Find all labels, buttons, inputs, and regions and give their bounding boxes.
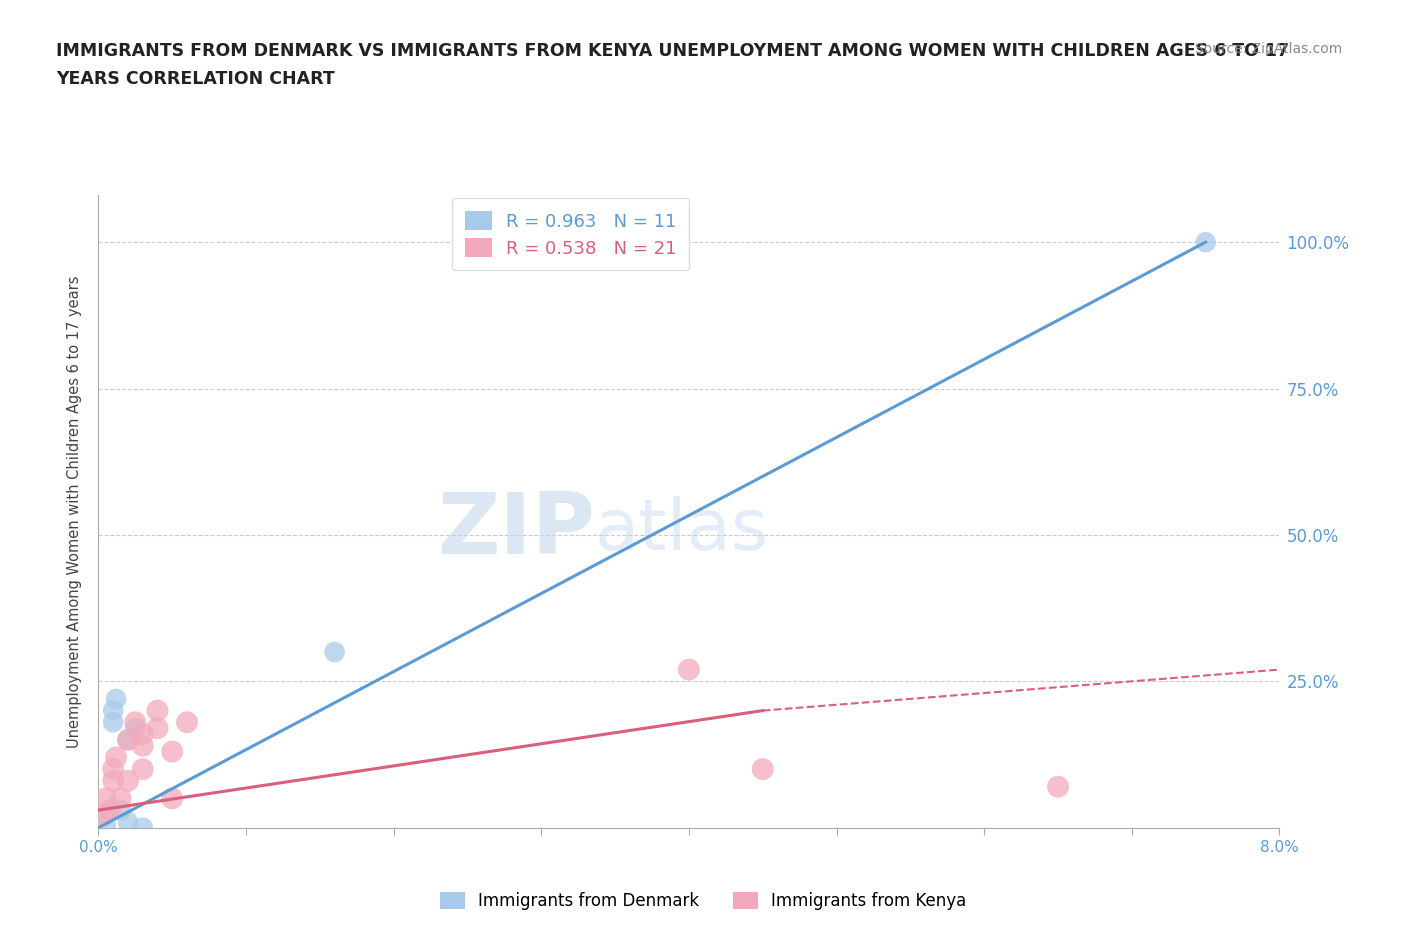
Text: ZIP: ZIP: [437, 489, 595, 572]
Point: [94, 817, 117, 832]
Point: [103, 774, 125, 789]
Point: [117, 733, 139, 748]
Point: [117, 774, 139, 789]
Point: [132, 726, 155, 741]
Point: [162, 791, 183, 806]
Point: [176, 715, 198, 730]
Point: [105, 750, 128, 764]
Point: [132, 762, 155, 777]
Point: [117, 733, 139, 748]
Point: [323, 644, 346, 659]
Point: [132, 738, 155, 753]
Point: [678, 662, 700, 677]
Point: [105, 691, 128, 706]
Legend: Immigrants from Denmark, Immigrants from Kenya: Immigrants from Denmark, Immigrants from…: [433, 885, 973, 917]
Point: [132, 820, 155, 835]
Point: [103, 703, 125, 718]
Point: [110, 791, 132, 806]
Point: [146, 703, 169, 718]
Text: atlas: atlas: [595, 496, 769, 565]
Point: [1046, 779, 1069, 794]
Point: [162, 744, 183, 759]
Point: [751, 762, 773, 777]
Point: [117, 815, 139, 830]
Point: [103, 762, 125, 777]
Point: [94, 791, 117, 806]
Point: [124, 721, 146, 736]
Point: [124, 715, 146, 730]
Legend: R = 0.963   N = 11, R = 0.538   N = 21: R = 0.963 N = 11, R = 0.538 N = 21: [453, 198, 689, 271]
Point: [110, 803, 132, 817]
Text: Source: ZipAtlas.com: Source: ZipAtlas.com: [1195, 42, 1343, 56]
Point: [98, 803, 121, 817]
Text: YEARS CORRELATION CHART: YEARS CORRELATION CHART: [56, 70, 335, 87]
Point: [103, 715, 125, 730]
Text: IMMIGRANTS FROM DENMARK VS IMMIGRANTS FROM KENYA UNEMPLOYMENT AMONG WOMEN WITH C: IMMIGRANTS FROM DENMARK VS IMMIGRANTS FR…: [56, 42, 1289, 60]
Y-axis label: Unemployment Among Women with Children Ages 6 to 17 years: Unemployment Among Women with Children A…: [67, 275, 83, 748]
Point: [1194, 234, 1216, 249]
Point: [91, 808, 114, 823]
Point: [146, 721, 169, 736]
